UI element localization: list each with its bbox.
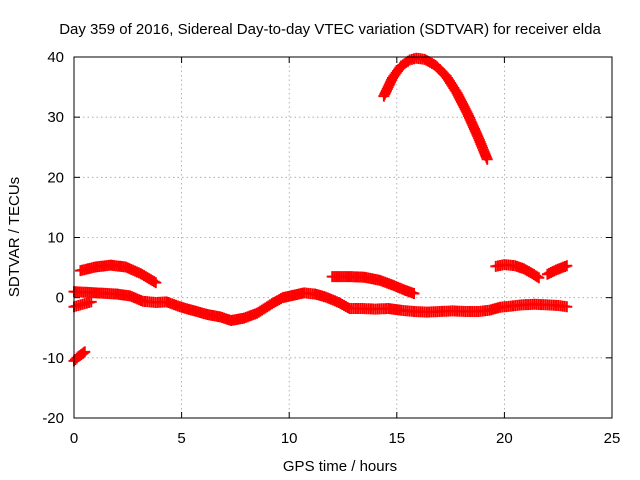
data-series — [68, 52, 573, 367]
data-point — [533, 272, 545, 284]
data-point — [408, 287, 420, 299]
data-point — [561, 301, 573, 313]
data-point — [531, 271, 543, 283]
x-tick-label: 0 — [70, 430, 78, 447]
y-tick-label: -20 — [42, 410, 64, 427]
y-axis-label: SDTVAR / TECUs — [6, 177, 23, 297]
y-tick-label: 30 — [47, 109, 64, 126]
y-tick-label: -10 — [42, 350, 64, 367]
series-arc-8 — [541, 260, 573, 280]
grid-lines — [74, 57, 612, 418]
x-axis-label: GPS time / hours — [283, 458, 397, 475]
y-tick-label: 40 — [47, 49, 64, 66]
data-point — [79, 346, 91, 358]
y-tick-label: 10 — [47, 230, 64, 247]
series-arc-5 — [326, 271, 420, 299]
x-tick-label: 15 — [388, 430, 405, 447]
x-tick-labels: 0 5 10 15 20 25 — [70, 430, 621, 447]
data-point — [150, 277, 162, 289]
axis-ticks — [73, 56, 613, 419]
data-point — [85, 296, 97, 308]
x-tick-label: 25 — [604, 430, 621, 447]
series-arc-3 — [74, 259, 162, 289]
x-tick-label: 5 — [177, 430, 185, 447]
series-arc-4 — [68, 286, 573, 327]
data-point — [481, 153, 493, 165]
chart-title: Day 359 of 2016, Sidereal Day-to-day VTE… — [59, 21, 601, 38]
data-point — [561, 260, 573, 272]
y-tick-label: 20 — [47, 169, 64, 186]
series-arc-1 — [68, 346, 91, 367]
plot-frame — [73, 56, 613, 419]
x-tick-label: 10 — [281, 430, 298, 447]
y-tick-label: 0 — [56, 290, 64, 307]
series-arc-6 — [378, 52, 493, 165]
series-arc-2 — [68, 296, 97, 313]
y-tick-labels: -20 -10 0 10 20 30 40 — [42, 49, 64, 427]
data-point — [148, 276, 160, 288]
series-arc-7 — [490, 259, 545, 284]
x-tick-label: 20 — [496, 430, 513, 447]
